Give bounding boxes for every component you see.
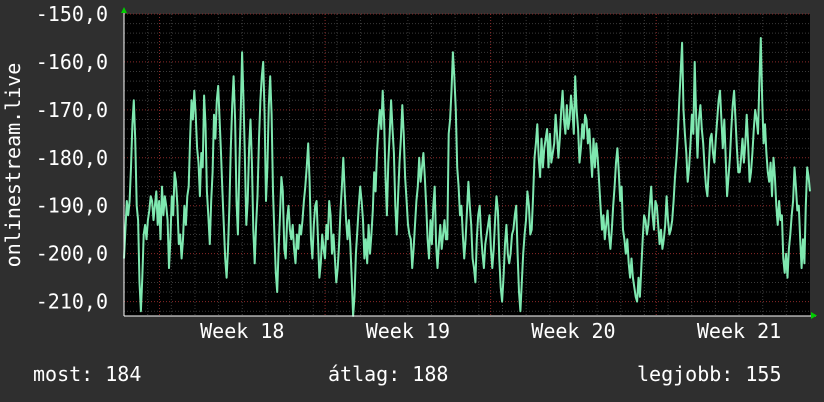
series-line: [123, 37, 811, 317]
x-tick-label: Week 19: [366, 319, 450, 343]
y-tick-label: -180,0: [36, 146, 108, 170]
y-tick-label: -200,0: [36, 242, 108, 266]
y-tick-label: -160,0: [36, 50, 108, 74]
x-tick-labels: Week 18 Week 19 Week 20 Week 21: [200, 319, 781, 343]
y-tick-label: -210,0: [36, 290, 108, 314]
stat-average: átlag: 188: [328, 362, 449, 386]
y-tick-label: -150,0: [36, 2, 108, 26]
x-tick-label: Week 21: [697, 319, 781, 343]
y-axis-arrow-icon: [121, 7, 127, 13]
axes: [121, 7, 817, 319]
x-tick-label: Week 20: [531, 319, 615, 343]
y-tick-labels: -150,0 -160,0 -170,0 -180,0 -190,0 -200,0 -210…: [36, 2, 108, 314]
x-tick-label: Week 18: [200, 319, 284, 343]
stat-current: most: 184: [33, 362, 142, 386]
y-tick-label: -170,0: [36, 98, 108, 122]
series-layer: [123, 37, 811, 317]
stat-best: legjobb: 155: [637, 362, 782, 386]
x-axis-arrow-icon: [811, 312, 817, 319]
y-axis-label: onlinestream.live: [1, 63, 25, 268]
y-tick-label: -190,0: [36, 194, 108, 218]
